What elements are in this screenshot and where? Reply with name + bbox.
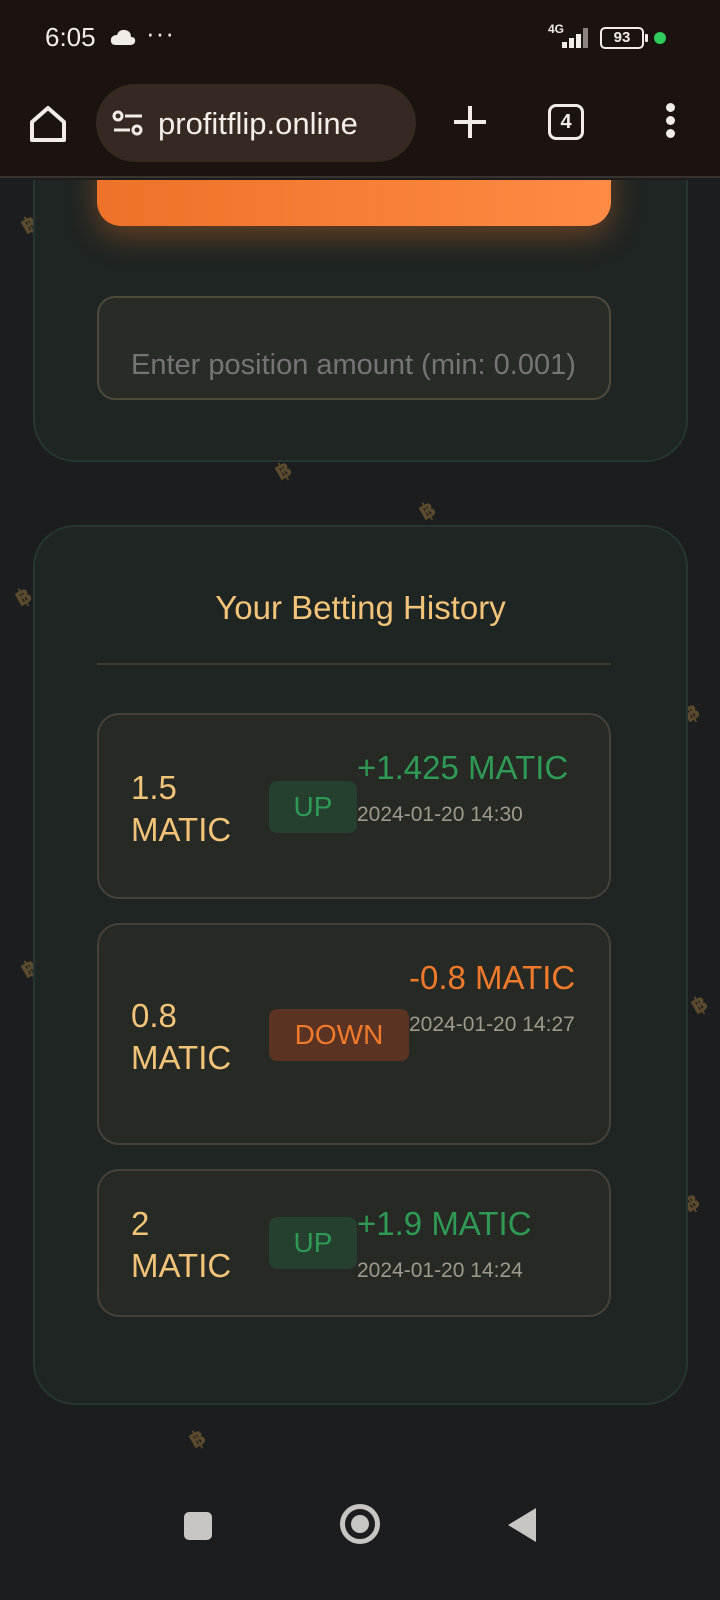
- bet-amount: 2 MATIC: [131, 1205, 232, 1284]
- bet-result: +1.425 MATIC: [357, 749, 569, 786]
- url-text[interactable]: profitflip.online: [158, 106, 358, 141]
- bet-result: -0.8 MATIC: [409, 959, 576, 996]
- direction-badge: UP: [269, 1217, 357, 1269]
- bet-result: +1.9 MATIC: [357, 1205, 532, 1242]
- privacy-dot-icon: [654, 32, 666, 44]
- bitcoin-decoration-icon: ฿: [414, 495, 441, 526]
- bet-form-card: [33, 180, 688, 462]
- browser-toolbar: profitflip.online 4: [0, 78, 720, 178]
- place-position-button[interactable]: [97, 180, 611, 226]
- bet-result-block: +1.425 MATIC 2024-01-20 14:30: [357, 747, 587, 835]
- bet-history-item: 1.5 MATIC UP +1.425 MATIC 2024-01-20 14:…: [97, 713, 611, 899]
- position-amount-input[interactable]: [97, 296, 611, 400]
- direction-badge: UP: [269, 781, 357, 833]
- bet-history-item: 2 MATIC UP +1.9 MATIC 2024-01-20 14:24: [97, 1169, 611, 1317]
- tabs-icon[interactable]: 4: [548, 104, 584, 140]
- address-bar[interactable]: profitflip.online: [96, 84, 416, 162]
- tab-count: 4: [560, 111, 572, 133]
- bitcoin-decoration-icon: ฿: [184, 1423, 211, 1454]
- bet-timestamp: 2024-01-20 14:30: [357, 803, 523, 826]
- bet-result-block: +1.9 MATIC 2024-01-20 14:24: [357, 1203, 597, 1291]
- back-icon[interactable]: [508, 1508, 536, 1542]
- bet-amount: 1.5 MATIC: [131, 769, 232, 848]
- bet-history-item: 0.8 MATIC DOWN -0.8 MATIC 2024-01-20 14:…: [97, 923, 611, 1145]
- more-dots-icon: ···: [146, 18, 175, 48]
- system-nav-bar: [0, 1460, 720, 1600]
- menu-icon[interactable]: [660, 102, 680, 142]
- recents-icon[interactable]: [184, 1512, 212, 1540]
- section-title: Your Betting History: [215, 589, 506, 626]
- bet-timestamp: 2024-01-20 14:24: [357, 1259, 523, 1282]
- new-tab-icon[interactable]: [450, 102, 490, 142]
- battery-level: 93: [613, 29, 631, 46]
- network-type: 4G: [548, 22, 565, 36]
- bet-result-block: -0.8 MATIC 2024-01-20 14:27: [409, 957, 589, 1045]
- bet-amount: 0.8 MATIC: [131, 997, 232, 1076]
- cloud-icon: [110, 29, 136, 45]
- bet-timestamp: 2024-01-20 14:27: [409, 1013, 575, 1036]
- site-settings-icon[interactable]: [112, 110, 144, 136]
- betting-history-card: Your Betting History 1.5 MATIC UP +1.425…: [33, 525, 688, 1405]
- bitcoin-decoration-icon: ฿: [686, 989, 713, 1020]
- status-bar: 6:05 ··· 4G 93: [0, 0, 720, 78]
- status-time: 6:05: [45, 22, 96, 52]
- battery-icon: 93: [600, 27, 648, 49]
- home-circle-icon[interactable]: [340, 1504, 380, 1544]
- divider: [97, 663, 611, 665]
- home-icon[interactable]: [26, 102, 70, 146]
- signal-icon: [562, 28, 588, 48]
- page-content: ฿ ฿ ฿ ฿ ฿ ฿ ฿ ฿ ฿ Your Betting History 1…: [0, 180, 720, 1460]
- direction-badge: DOWN: [269, 1009, 409, 1061]
